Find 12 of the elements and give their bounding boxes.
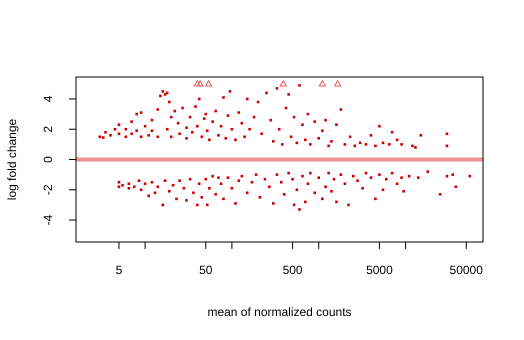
x-tick-label: 5000 [366, 263, 394, 277]
x-tick-label: 5 [116, 263, 123, 277]
y-tick-label: 4 [41, 95, 55, 102]
x-tick-label: 50 [199, 263, 213, 277]
y-axis-title: log fold change [5, 118, 19, 200]
y-tick-label: 0 [41, 156, 55, 163]
x-axis-title: mean of normalized counts [207, 305, 352, 319]
y-tick-label: -4 [41, 214, 55, 226]
y-tick-label: -2 [41, 184, 55, 196]
x-tick-label: 500 [282, 263, 303, 277]
y-tick-label: 2 [41, 126, 55, 133]
x-tick-label: 50000 [450, 263, 484, 277]
